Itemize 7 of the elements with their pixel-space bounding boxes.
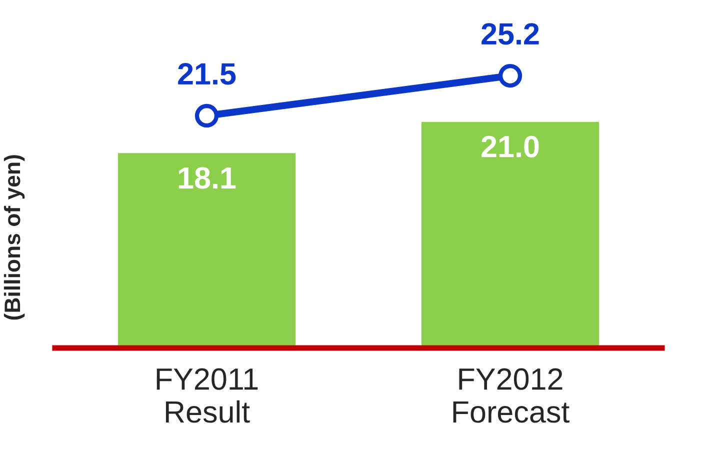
data-label: 21.5 <box>178 63 236 85</box>
data-label: 21.0 <box>482 136 539 158</box>
data-label: 25.2 <box>482 23 539 45</box>
x-tick-label: FY2011 Result <box>156 368 258 423</box>
data-label: 18.1 <box>178 167 236 189</box>
x-tick-label: FY2012 Forecast <box>453 368 570 423</box>
y-axis-title: (Billions of yen) <box>4 155 25 320</box>
